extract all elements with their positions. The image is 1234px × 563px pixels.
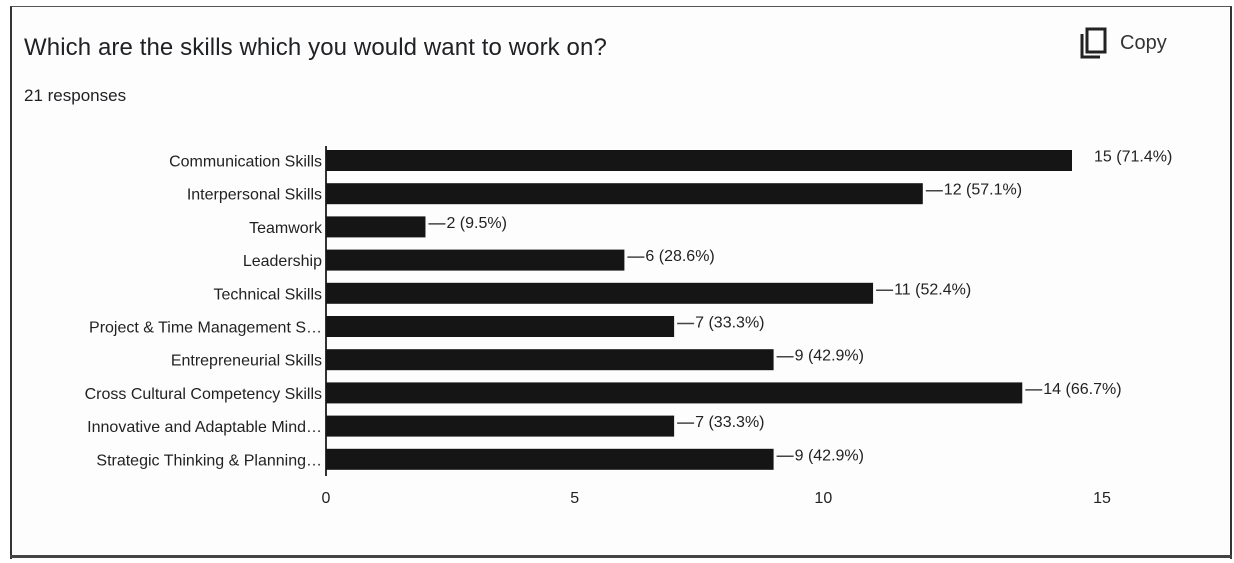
bottom-border — [10, 555, 1232, 558]
x-tick-label: 10 — [814, 490, 832, 507]
category-label: Innovative and Adaptable Mind… — [87, 419, 322, 436]
data-label: 15 (71.4%) — [1094, 149, 1172, 166]
category-label: Technical Skills — [214, 286, 322, 303]
bar[interactable] — [326, 415, 675, 437]
x-tick-label: 5 — [570, 490, 579, 507]
category-label: Leadership — [243, 253, 322, 270]
bar[interactable] — [326, 249, 625, 271]
data-label: 12 (57.1%) — [944, 182, 1022, 199]
data-label: 7 (33.3%) — [695, 315, 764, 332]
data-label: 9 (42.9%) — [795, 348, 864, 365]
x-tick-label: 15 — [1093, 490, 1111, 507]
question-title: Which are the skills which you would wan… — [24, 34, 607, 61]
bar[interactable] — [326, 282, 874, 304]
bar[interactable] — [326, 382, 1023, 404]
category-label: Project & Time Management S… — [89, 320, 322, 337]
data-label: 9 (42.9%) — [795, 447, 864, 464]
copy-label: Copy — [1120, 31, 1167, 54]
data-label: 14 (66.7%) — [1043, 381, 1121, 398]
copy-icon — [1078, 26, 1108, 60]
bar[interactable] — [326, 349, 774, 371]
data-label: 7 (33.3%) — [695, 414, 764, 431]
category-label: Interpersonal Skills — [187, 187, 322, 204]
response-count: 21 responses — [24, 86, 127, 105]
data-label: 2 (9.5%) — [446, 215, 506, 232]
category-label: Communication Skills — [169, 154, 322, 171]
category-label: Entrepreneurial Skills — [171, 353, 322, 370]
category-label: Cross Cultural Competency Skills — [85, 386, 322, 403]
bar[interactable] — [326, 150, 1072, 171]
category-label: Strategic Thinking & Planning… — [96, 452, 322, 469]
bar[interactable] — [326, 448, 774, 470]
data-label: 11 (52.4%) — [894, 281, 971, 298]
x-tick-label: 0 — [322, 490, 331, 507]
data-label: 6 (28.6%) — [645, 248, 714, 265]
bar[interactable] — [326, 183, 923, 205]
bar[interactable] — [326, 216, 426, 238]
bar[interactable] — [326, 316, 675, 337]
copy-button[interactable]: Copy — [1078, 26, 1167, 60]
category-label: Teamwork — [249, 220, 323, 237]
